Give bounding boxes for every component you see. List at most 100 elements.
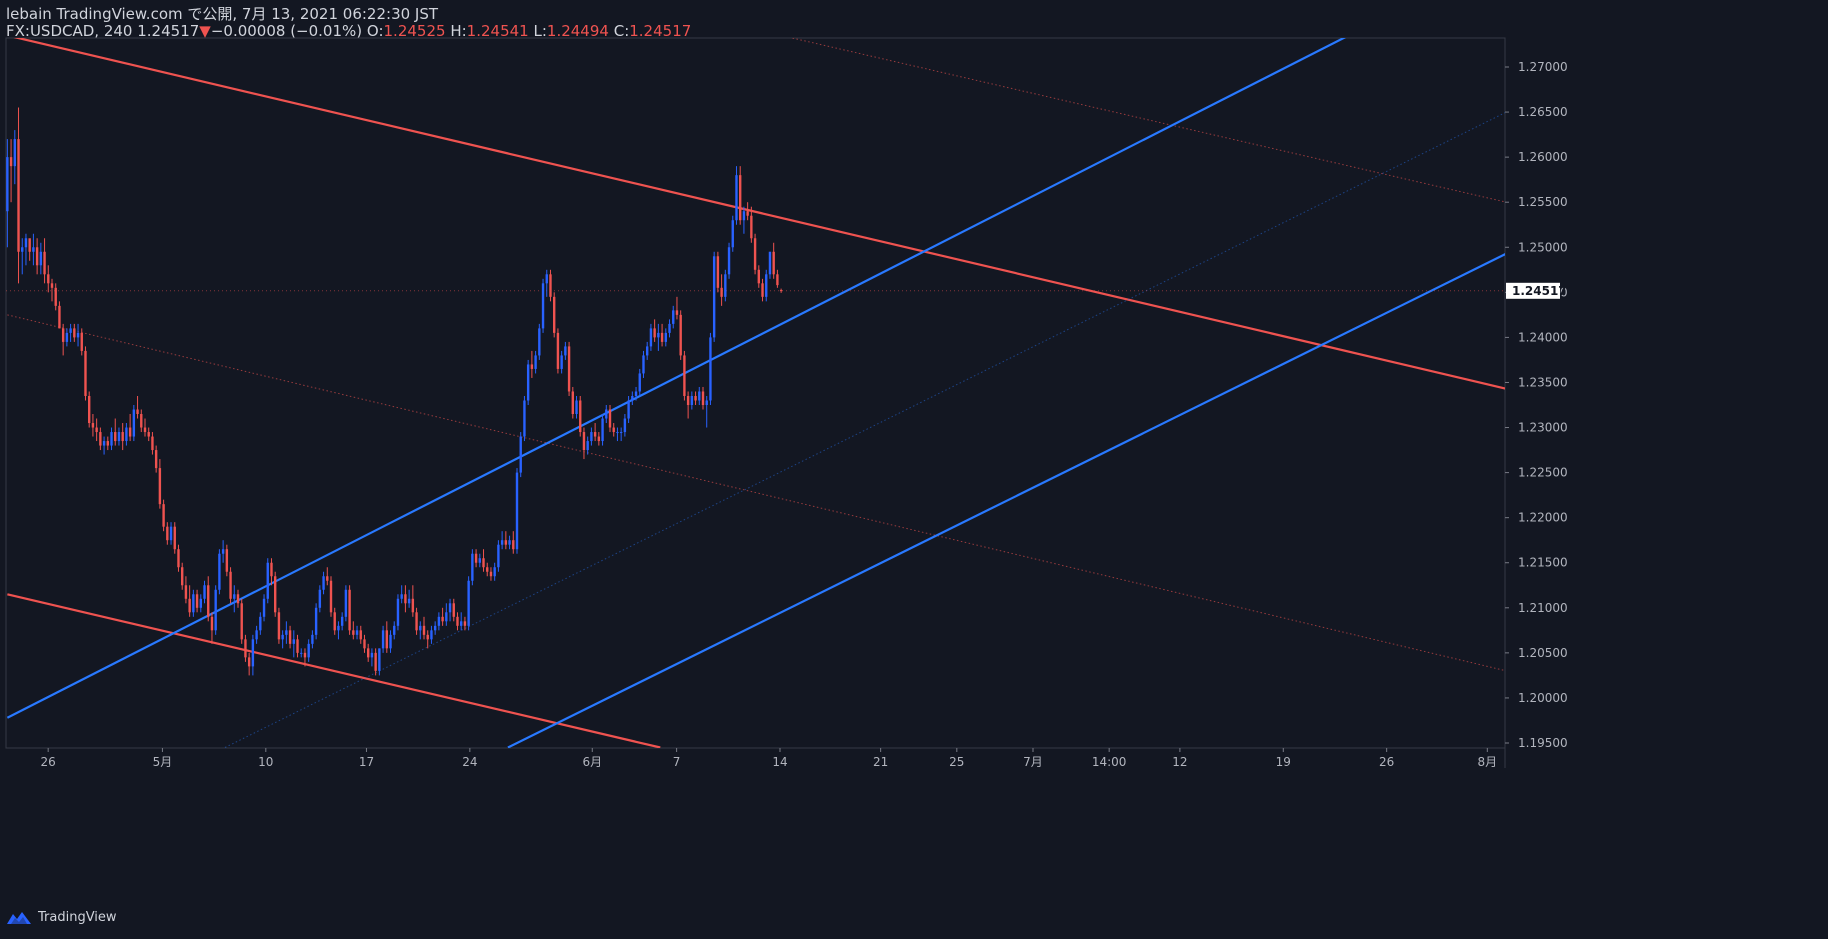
open-label: O: — [366, 22, 384, 40]
time-tick-label: 14 — [772, 755, 787, 769]
trendline-red-solid-1[interactable] — [7, 35, 1506, 390]
candle-body — [489, 571, 493, 577]
price-tick-label: 1.27000 — [1518, 60, 1568, 74]
price-tick-label: 1.26000 — [1518, 150, 1568, 164]
candle-body — [705, 400, 708, 405]
candle-body — [608, 409, 612, 428]
trendline-blue-solid-6[interactable] — [507, 253, 1506, 748]
candle-body — [274, 576, 277, 613]
candle-body — [567, 346, 571, 392]
candle-body — [32, 247, 35, 252]
candle-body — [426, 634, 429, 640]
candle-body — [177, 549, 180, 568]
candle-body — [151, 436, 154, 451]
price-change: −0.00008 (−0.01%) — [210, 22, 363, 40]
time-tick-label: 14:00 — [1092, 755, 1127, 769]
candle-body — [88, 395, 91, 424]
candle-body — [541, 283, 545, 329]
price-tick-label: 1.26500 — [1518, 105, 1568, 119]
candle-body — [530, 364, 534, 369]
candle-body — [556, 332, 560, 369]
candle-body — [244, 639, 247, 658]
candle-body — [61, 328, 65, 342]
candle-body — [731, 220, 734, 248]
candle-body — [779, 290, 783, 292]
candle-body — [13, 139, 17, 167]
trendline-red-solid-4[interactable] — [7, 593, 661, 748]
candle-body — [307, 643, 310, 658]
price-tick-label: 1.20000 — [1518, 691, 1568, 705]
price-tick-label: 1.21000 — [1518, 601, 1568, 615]
candle-body — [493, 567, 496, 577]
candle-body — [668, 323, 671, 333]
candle-body — [623, 418, 627, 433]
candle-body — [433, 625, 437, 631]
candle-body — [326, 576, 329, 581]
trendline-red-dotted-3[interactable] — [742, 26, 1506, 203]
candle-body — [519, 436, 522, 473]
candle-body — [430, 630, 433, 640]
trendline-red-dotted-2[interactable] — [7, 314, 1506, 672]
trendline-blue-dotted-7[interactable] — [224, 112, 1506, 748]
candle-body — [631, 395, 634, 401]
candle-body — [318, 589, 322, 608]
tradingview-footer[interactable]: TradingView — [6, 910, 117, 925]
candle-body — [363, 639, 366, 649]
candle-body — [54, 287, 57, 306]
candle-body — [694, 395, 697, 401]
candle-body — [76, 332, 80, 338]
plot-frame — [5, 37, 1506, 749]
candle-body — [679, 314, 682, 356]
candle-body — [746, 211, 749, 216]
candle-body — [210, 616, 214, 631]
candle-body — [322, 576, 325, 590]
candle-body — [378, 648, 381, 671]
candle-body — [553, 296, 556, 333]
time-tick-label: 24 — [462, 755, 477, 769]
candle-body — [590, 432, 593, 442]
candle-body — [601, 418, 604, 442]
candle-body — [612, 427, 615, 433]
candle-body — [340, 616, 344, 626]
candle-body — [99, 432, 102, 446]
candle-body — [526, 364, 530, 401]
candle-body — [314, 607, 318, 635]
last-price-badge-label: 1.24517 — [1512, 284, 1567, 298]
symbol-label[interactable]: FX:USDCAD, 240 — [6, 22, 133, 40]
candle-body — [508, 540, 511, 545]
candle-body — [441, 616, 444, 622]
candle-body — [218, 553, 221, 590]
candle-body — [28, 238, 31, 252]
candle-body — [359, 630, 362, 640]
time-tick-label: 6月 — [582, 755, 602, 769]
candle-body — [337, 625, 340, 631]
time-tick-label: 25 — [949, 755, 964, 769]
publish-info: lebain TradingView.com で公開, 7月 13, 2021 … — [6, 5, 439, 23]
candle-body — [333, 612, 336, 631]
down-arrow-icon: ▼ — [199, 22, 211, 40]
candle-body — [47, 274, 50, 284]
candle-body — [545, 274, 548, 284]
time-tick-label: 5月 — [153, 755, 173, 769]
candle-body — [593, 432, 597, 437]
candle-body — [6, 157, 9, 212]
candle-body — [739, 175, 742, 221]
candle-body — [24, 238, 28, 248]
trendline-blue-solid-5[interactable] — [6, 33, 1354, 719]
candle-body — [772, 251, 775, 275]
low-value: 1.24494 — [546, 22, 609, 40]
candle-body — [367, 648, 370, 658]
candle-body — [95, 427, 98, 433]
candle-body — [110, 432, 113, 446]
candle-body — [657, 332, 660, 338]
time-tick-label: 7月 — [1023, 755, 1043, 769]
candle-body — [396, 598, 400, 626]
candle-body — [166, 526, 169, 541]
candle-body — [597, 436, 601, 442]
candle-body — [69, 328, 72, 333]
candle-body — [690, 395, 694, 405]
close-label: C: — [613, 22, 630, 40]
time-tick-label: 26 — [1379, 755, 1394, 769]
candle-body — [199, 598, 203, 608]
